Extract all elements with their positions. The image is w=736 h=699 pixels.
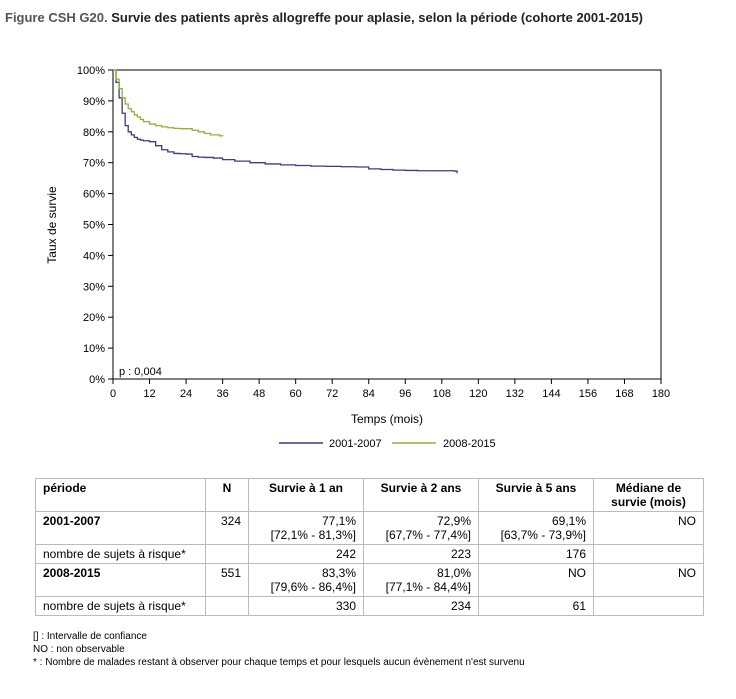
row-period: 2001-2007: [35, 511, 206, 545]
y-tick-label: 40%: [83, 250, 105, 262]
risk-5y: 176: [478, 544, 594, 564]
x-tick-label: 24: [180, 388, 192, 400]
risk-1y: 242: [248, 544, 364, 564]
x-tick-label: 72: [326, 388, 338, 400]
x-tick-label: 168: [615, 388, 633, 400]
row-survival-1y: 77,1% [72,1% - 81,3%]: [248, 511, 364, 545]
y-tick-label: 30%: [83, 281, 105, 293]
risk-row: nombre de sujets à risque* 242 223 176: [35, 544, 704, 564]
header-median-survival: Médiane de survie (mois): [593, 478, 704, 512]
risk-empty-cell: [593, 596, 704, 616]
header-n: N: [205, 478, 249, 512]
y-tick-label: 50%: [83, 220, 105, 232]
y-axis-title: Taux de survie: [45, 186, 59, 264]
risk-5y: 61: [478, 596, 594, 616]
y-axis: 0% 10% 20% 30% 40% 50% 60% 70% 80% 90% 100%: [77, 65, 113, 386]
risk-empty-cell: [205, 596, 249, 616]
risk-row: nombre de sujets à risque* 330 234 61: [35, 596, 704, 616]
legend-label-2001-2007: 2001-2007: [329, 438, 382, 450]
y-tick-label: 60%: [83, 189, 105, 201]
x-tick-label: 60: [290, 388, 302, 400]
x-tick-label: 96: [399, 388, 411, 400]
survival-value: 81,0%: [436, 566, 471, 580]
x-tick-label: 120: [469, 388, 487, 400]
x-tick-label: 84: [363, 388, 375, 400]
table-row: 2001-2007 324 77,1% [72,1% - 81,3%] 72,9%…: [35, 511, 704, 545]
row-survival-5y: NO: [478, 563, 594, 597]
header-survival-1y: Survie à 1 an: [248, 478, 364, 512]
x-tick-label: 108: [433, 388, 451, 400]
x-tick-label: 132: [506, 388, 524, 400]
risk-empty-cell: [593, 544, 704, 564]
x-tick-label: 48: [253, 388, 265, 400]
confidence-interval: [72,1% - 81,3%]: [270, 528, 356, 542]
y-tick-label: 10%: [83, 343, 105, 355]
results-table: période N Survie à 1 an Survie à 2 ans S…: [35, 478, 704, 616]
y-tick-label: 80%: [83, 127, 105, 139]
header-period: période: [35, 478, 206, 512]
legend-label-2008-2015: 2008-2015: [443, 438, 496, 450]
risk-2y: 234: [363, 596, 479, 616]
figure-title: Figure CSH G20. Survie des patients aprè…: [5, 10, 643, 25]
y-tick-label: 100%: [77, 65, 105, 77]
header-survival-2y: Survie à 2 ans: [363, 478, 479, 512]
row-survival-5y: 69,1% [63,7% - 73,9%]: [478, 511, 594, 545]
confidence-interval: [67,7% - 77,4%]: [385, 528, 471, 542]
confidence-interval: [79,6% - 86,4%]: [270, 580, 356, 594]
y-tick-label: 70%: [83, 158, 105, 170]
survival-value: NO: [568, 566, 586, 580]
table-row: 2008-2015 551 83,3% [79,6% - 86,4%] 81,0%…: [35, 563, 704, 597]
figure-title-text: Survie des patients après allogreffe pou…: [111, 10, 643, 25]
footnote-ci: [] : Intervalle de confiance: [33, 631, 147, 642]
x-tick-label: 36: [216, 388, 228, 400]
footnotes: [] : Intervalle de confiance NO : non ob…: [33, 630, 525, 669]
risk-label: nombre de sujets à risque*: [35, 544, 206, 564]
x-tick-label: 180: [652, 388, 670, 400]
row-n: 551: [205, 563, 249, 597]
y-tick-label: 90%: [83, 96, 105, 108]
row-survival-2y: 81,0% [77,1% - 84,4%]: [363, 563, 479, 597]
x-tick-label: 12: [143, 388, 155, 400]
y-tick-label: 20%: [83, 312, 105, 324]
footnote-at-risk: * : Nombre de malades restant à observer…: [33, 657, 525, 668]
series-line-2008-2015: [113, 69, 224, 137]
survival-value: 72,9%: [436, 514, 471, 528]
x-tick-label: 144: [542, 388, 560, 400]
row-n: 324: [205, 511, 249, 545]
x-axis-title: Temps (mois): [351, 412, 423, 426]
x-tick-label: 156: [579, 388, 597, 400]
risk-2y: 223: [363, 544, 479, 564]
p-value-annotation: p : 0,004: [119, 366, 162, 378]
survival-value: 69,1%: [551, 514, 586, 528]
table-header-row: période N Survie à 1 an Survie à 2 ans S…: [35, 478, 704, 512]
row-median-survival: NO: [593, 563, 704, 597]
confidence-interval: [63,7% - 73,9%]: [500, 528, 586, 542]
figure-label: Figure CSH G20.: [5, 10, 108, 25]
x-axis: 0 12 24 36 48 60 72 84 96 108 120 132 144 156 168 180: [110, 379, 670, 400]
row-period: 2008-2015: [35, 563, 206, 597]
row-survival-1y: 83,3% [79,6% - 86,4%]: [248, 563, 364, 597]
risk-empty-cell: [205, 544, 249, 564]
row-median-survival: NO: [593, 511, 704, 545]
series-line-2001-2007: [113, 69, 458, 174]
risk-1y: 330: [248, 596, 364, 616]
y-tick-label: 0%: [89, 374, 105, 386]
x-tick-label: 0: [110, 388, 116, 400]
series-group: [113, 69, 458, 174]
footnote-no: NO : non observable: [33, 644, 125, 655]
legend: 2001-2007 2008-2015: [279, 438, 496, 450]
survival-value: 77,1%: [321, 514, 356, 528]
risk-label: nombre de sujets à risque*: [35, 596, 206, 616]
header-survival-5y: Survie à 5 ans: [478, 478, 594, 512]
row-survival-2y: 72,9% [67,7% - 77,4%]: [363, 511, 479, 545]
survival-value: 83,3%: [321, 566, 356, 580]
confidence-interval: [77,1% - 84,4%]: [385, 580, 471, 594]
plot-frame: [112, 69, 662, 380]
survival-chart: 0% 10% 20% 30% 40% 50% 60% 70% 80% 90% 100% 0 12 24 3…: [45, 65, 670, 450]
